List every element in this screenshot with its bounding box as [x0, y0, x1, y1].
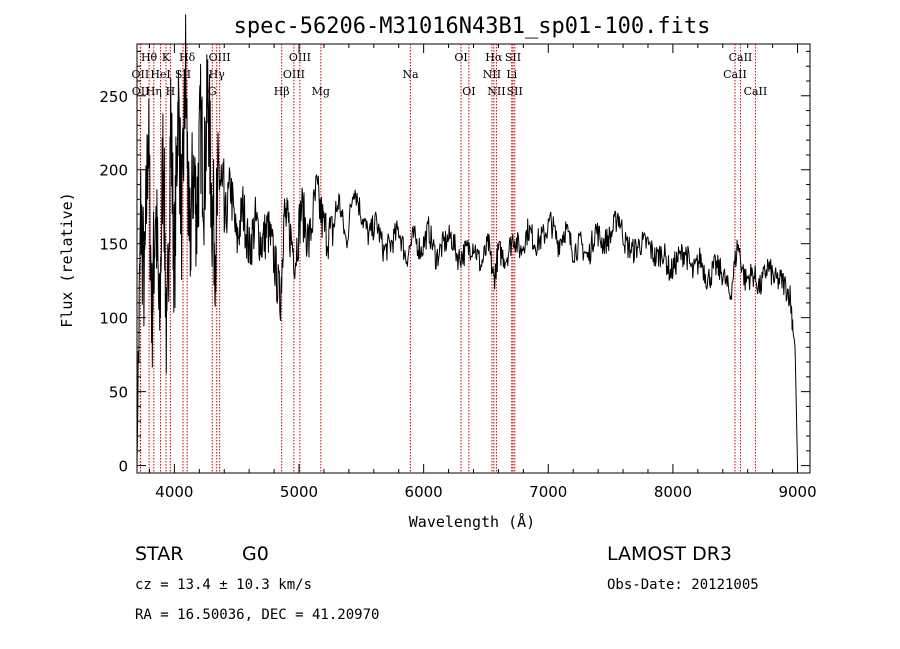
line-label-nii: NII	[483, 68, 501, 81]
x-axis: 4000 5000 6000 7000 8000 9000	[148, 44, 817, 501]
series-line-flux	[136, 14, 798, 466]
chart-title: spec-56206-M31016N43B1_sp01-100.fits	[234, 14, 711, 39]
object-subclass: G0	[242, 543, 269, 565]
line-label-oi: OI	[454, 51, 467, 64]
obs-date-text: Obs-Date: 20121005	[607, 577, 759, 593]
series-group	[136, 14, 798, 466]
line-label-oiii: OIII	[289, 51, 311, 64]
line-label-oiii: OIII	[209, 51, 231, 64]
y-axis-label: Flux (relative)	[58, 192, 76, 327]
line-label-caii: CaII	[723, 68, 747, 81]
line-label-hβ: Hβ	[274, 85, 290, 98]
line-label-sii: SII	[507, 85, 523, 98]
y-axis: 0 50 100 150 200 250	[99, 50, 810, 476]
y-tick-label: 100	[99, 310, 128, 328]
survey-name: LAMOST DR3	[607, 543, 732, 565]
line-label-hei: HeI	[150, 68, 170, 81]
line-label-oii: OII	[132, 85, 150, 98]
line-label-sii: SII	[505, 51, 521, 64]
x-axis-label: Wavelength (Å)	[409, 512, 535, 531]
y-tick-label: 200	[99, 162, 128, 180]
line-label-hη: Hη	[146, 85, 162, 98]
y-tick-label: 150	[99, 236, 128, 254]
spectral-line-markers	[139, 44, 756, 473]
line-label-k: K	[162, 51, 171, 64]
line-label-caii: CaII	[729, 51, 753, 64]
line-label-g: G	[208, 85, 217, 98]
line-label-mg: Mg	[312, 85, 330, 98]
line-label-oii: OII	[132, 68, 150, 81]
y-tick-label: 50	[109, 384, 128, 402]
line-label-hα: Hα	[485, 51, 503, 64]
redshift-text: cz = 13.4 ± 10.3 km/s	[135, 577, 312, 593]
line-label-nii: NII	[487, 85, 505, 98]
line-label-oi: OI	[462, 85, 475, 98]
line-label-caii: CaII	[744, 85, 768, 98]
object-class: STAR	[135, 543, 183, 565]
x-tick-label: 8000	[654, 483, 692, 501]
line-label-na: Na	[402, 68, 419, 81]
line-label-hθ: Hθ	[141, 51, 158, 64]
line-label-sii: SII	[175, 68, 191, 81]
x-tick-label: 6000	[405, 483, 443, 501]
x-tick-label: 7000	[529, 483, 567, 501]
x-tick-label: 9000	[778, 483, 816, 501]
line-label-hδ: Hδ	[179, 51, 196, 64]
y-tick-label: 250	[99, 88, 128, 106]
plot-frame	[136, 43, 811, 474]
x-tick-label: 5000	[280, 483, 318, 501]
line-label-oiii: OIII	[283, 68, 305, 81]
y-tick-label: 0	[118, 458, 128, 476]
line-label-li: Li	[506, 68, 517, 81]
x-tick-label: 4000	[155, 483, 193, 501]
coordinates-text: RA = 16.50036, DEC = 41.20970	[135, 607, 379, 623]
line-label-hγ: Hγ	[209, 68, 226, 81]
